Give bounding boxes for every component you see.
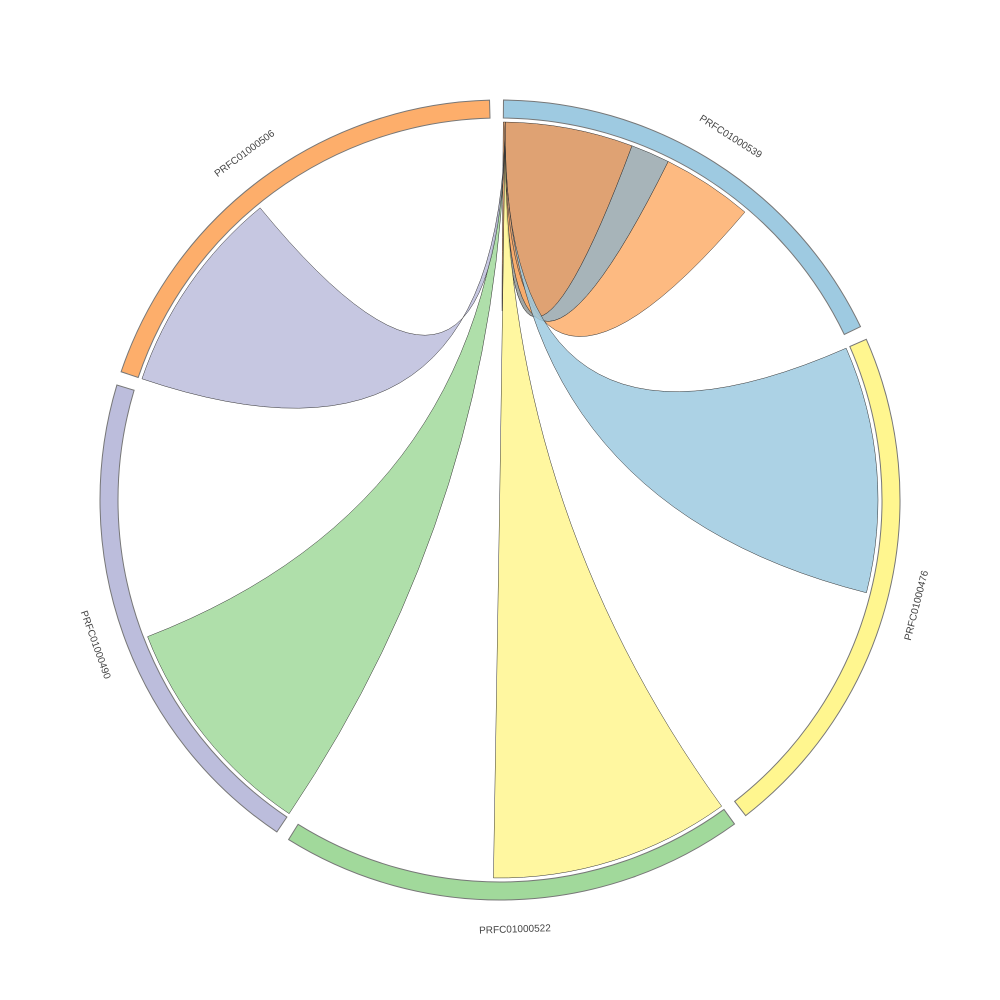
segment-label: PRFC01000539 <box>697 113 764 161</box>
segment-label: PRFC01000476 <box>903 569 931 642</box>
chord-ribbon <box>493 122 722 879</box>
segment-label: PRFC01000506 <box>213 128 278 180</box>
segment-arc <box>99 384 288 833</box>
segment-arc <box>120 99 491 379</box>
chord-ribbon <box>504 122 746 337</box>
segment-label: PRFC01000522 <box>479 923 551 937</box>
segment-arc <box>733 338 901 817</box>
segment-arc <box>502 99 862 336</box>
chord-ribbon <box>505 122 879 594</box>
chord-ribbon <box>141 122 506 409</box>
chord-ribbon <box>147 122 506 815</box>
segment-label: PRFC01000490 <box>78 609 113 681</box>
segment-arc <box>287 808 736 901</box>
